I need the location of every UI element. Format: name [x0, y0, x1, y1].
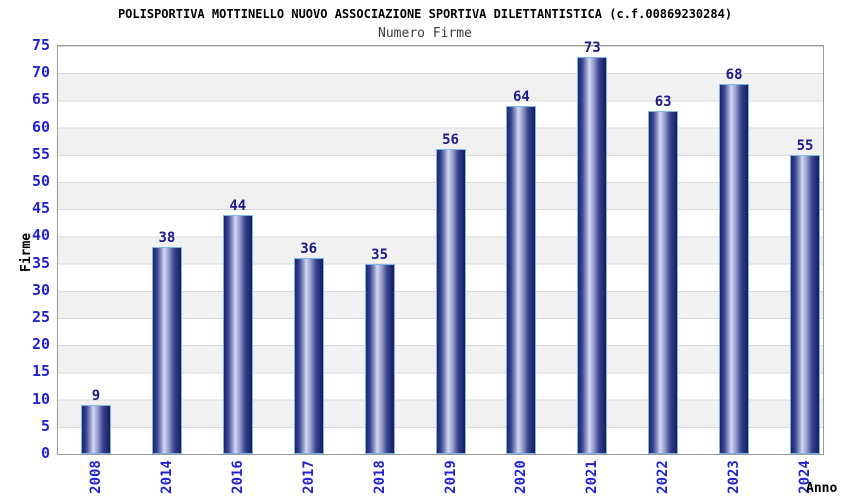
y-tick-label: 20 — [31, 335, 50, 354]
bar — [790, 154, 820, 454]
bar-value-label: 63 — [654, 94, 672, 111]
bar-value-label: 44 — [229, 197, 247, 214]
y-tick-label: 35 — [31, 253, 50, 272]
x-tick-label: 2022 — [655, 460, 672, 494]
y-tick-label: 50 — [31, 172, 50, 190]
x-tick-label: 2017 — [300, 460, 317, 494]
bar-value-label: 68 — [725, 67, 743, 84]
bar — [719, 84, 750, 454]
x-tick-label: 2020 — [513, 460, 530, 494]
bar-value-label: 55 — [796, 137, 814, 154]
bar — [151, 247, 182, 454]
x-tick-label: 2021 — [584, 460, 601, 494]
y-tick-label: 60 — [31, 117, 50, 136]
bar-slot: 56 — [435, 132, 466, 454]
bar — [577, 56, 608, 454]
bar — [435, 149, 466, 454]
bar-slot: 44 — [222, 197, 253, 454]
y-tick-label: 65 — [31, 90, 50, 109]
bar-value-label: 56 — [442, 132, 459, 149]
y-tick-label: 25 — [31, 308, 50, 326]
x-tick-label: 2016 — [229, 460, 246, 494]
bar-slot: 55 — [790, 139, 820, 454]
bar-slot: 73 — [577, 39, 608, 454]
bar-value-label: 35 — [371, 246, 389, 263]
bar-slot: 36 — [293, 241, 324, 454]
bar — [364, 263, 395, 454]
x-tick-label: 2008 — [88, 460, 104, 494]
y-tick-label: 5 — [40, 416, 50, 435]
y-tick-label: 15 — [31, 362, 50, 381]
bar-slot: 68 — [719, 67, 750, 454]
bar-value-label: 36 — [300, 241, 318, 258]
x-tick-label: 2018 — [371, 460, 388, 494]
bar — [222, 214, 253, 454]
bar-slot: 9 — [81, 389, 111, 454]
bar — [293, 258, 324, 454]
bar-value-label: 73 — [583, 39, 601, 56]
y-tick-label: 0 — [40, 444, 50, 462]
y-tick-label: 10 — [31, 389, 50, 408]
x-tick-label: 2019 — [442, 460, 459, 494]
bar — [81, 405, 111, 454]
bar-slot: 63 — [648, 94, 679, 454]
bar-slot: 64 — [506, 88, 537, 454]
x-tick-label: 2014 — [158, 460, 175, 494]
x-tick-label: 2023 — [726, 460, 743, 494]
bar-value-label: 38 — [158, 230, 176, 247]
y-tick-label: 75 — [31, 36, 50, 54]
bar-value-label: 64 — [512, 88, 530, 105]
x-axis-title: Anno — [806, 481, 838, 496]
chart-subtitle: Numero Firme — [378, 26, 472, 41]
y-tick-label: 30 — [31, 280, 50, 299]
y-tick-label: 70 — [31, 63, 50, 82]
y-tick-label: 40 — [31, 226, 50, 245]
y-tick-label: 55 — [31, 144, 50, 163]
y-tick-label: 45 — [31, 199, 50, 218]
bar-value-label: 9 — [91, 388, 101, 405]
plot-area: 9 38 44 36 35 56 64 73 63 68 55 — [57, 41, 824, 455]
bar-slot: 35 — [364, 246, 395, 454]
bar — [506, 105, 537, 454]
bar — [648, 111, 679, 454]
bar-slot: 38 — [151, 230, 182, 454]
chart-title: POLISPORTIVA MOTTINELLO NUOVO ASSOCIAZIO… — [117, 7, 733, 21]
